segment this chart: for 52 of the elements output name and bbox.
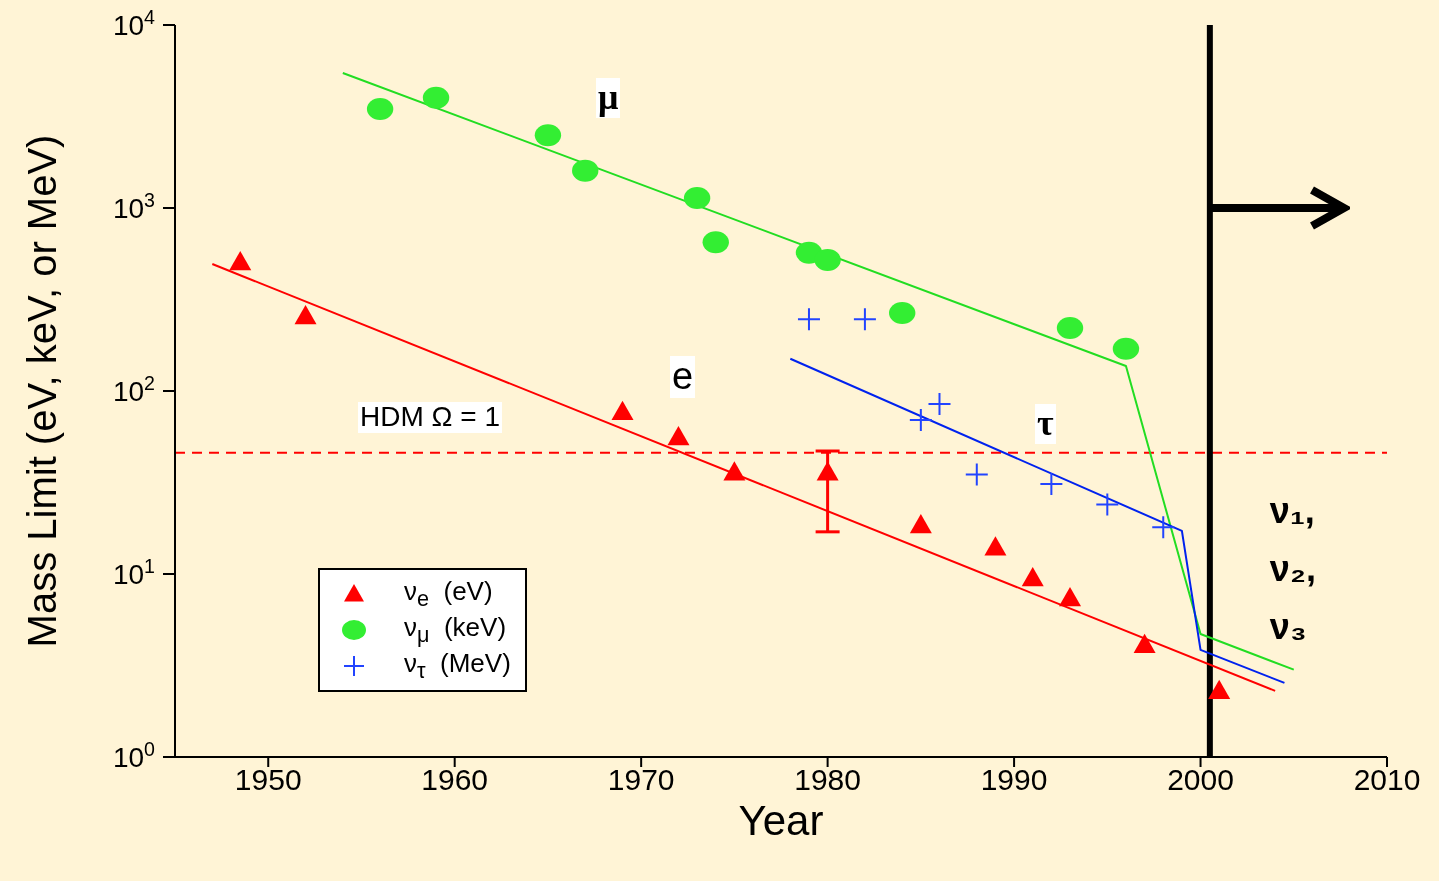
y-axis-title: Mass Limit (eV, keV, or MeV)	[20, 134, 64, 648]
x-tick-label: 1950	[234, 763, 302, 797]
point	[534, 124, 562, 147]
point	[422, 86, 450, 109]
point	[667, 426, 690, 446]
y-tick-label: 10$^{0}$	[112, 738, 156, 773]
x-tick-label: 1980	[794, 763, 861, 797]
point	[1059, 586, 1082, 607]
point	[294, 304, 317, 325]
point	[683, 186, 711, 209]
annotation: HDM Ω = 1	[358, 401, 502, 433]
x-tick-label: 2010	[1353, 763, 1421, 797]
point	[853, 308, 876, 331]
x-tick-label: 1960	[421, 763, 489, 797]
legend-label: ν$_{μ}$ (keV)	[404, 611, 507, 649]
y-tick-label: 10$^{3}$	[112, 189, 156, 224]
point	[366, 98, 394, 121]
legend-label: ν$_{τ}$ (MeV)	[404, 647, 511, 685]
point	[1133, 633, 1156, 654]
point	[1152, 516, 1175, 539]
point	[1021, 567, 1044, 587]
point	[816, 461, 839, 481]
point	[611, 400, 634, 421]
point	[723, 461, 746, 481]
y-tick-label: 10$^{2}$	[112, 372, 155, 407]
point	[1040, 473, 1063, 496]
point	[1056, 316, 1084, 339]
x-tick-label: 1990	[980, 763, 1048, 797]
y-tick-label: 10$^{1}$	[112, 555, 155, 590]
x-tick-label: 2000	[1167, 763, 1234, 797]
point	[229, 250, 252, 271]
point	[702, 231, 729, 254]
point	[928, 392, 951, 415]
point	[965, 463, 988, 486]
point	[814, 248, 841, 271]
point	[1112, 337, 1140, 360]
annotation: e	[670, 355, 696, 398]
x-axis-title: Year	[738, 797, 824, 844]
annotation: τ	[1035, 403, 1056, 444]
point	[984, 536, 1007, 556]
point	[797, 308, 820, 331]
annotation: μ	[596, 77, 621, 118]
ref-line-label: ν₁, ν₂, ν₃	[1269, 489, 1316, 647]
x-tick-label: 1970	[607, 763, 675, 797]
point	[909, 514, 932, 534]
y-tick-label: 10$^{4}$	[112, 6, 156, 41]
point	[889, 301, 916, 324]
point	[1096, 493, 1119, 516]
point	[1208, 679, 1231, 700]
legend-label: ν$_{e}$ (eV)	[404, 575, 493, 613]
point	[572, 159, 599, 182]
point	[909, 408, 932, 431]
